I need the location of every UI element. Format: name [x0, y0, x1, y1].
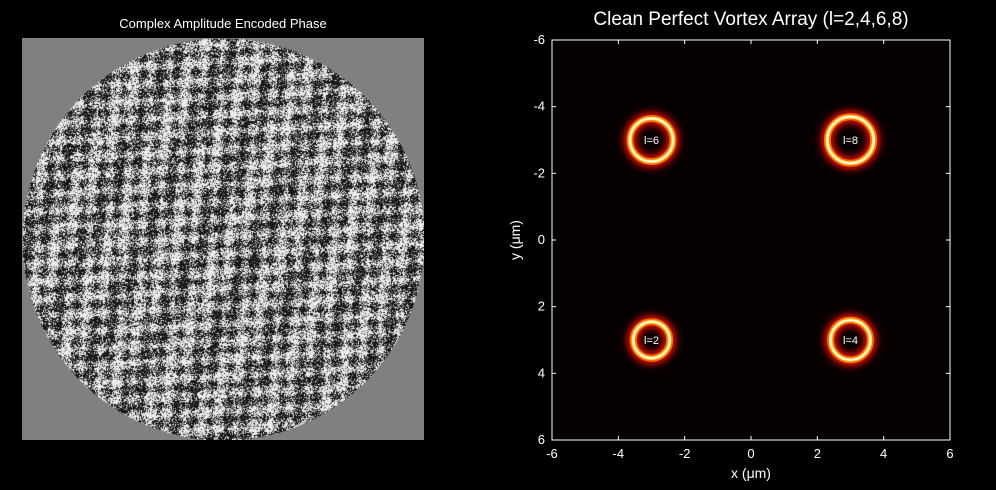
y-tick-label: -2: [533, 165, 545, 180]
phase-plot-title: Complex Amplitude Encoded Phase: [119, 16, 327, 31]
ring-label: l=8: [843, 135, 858, 147]
y-tick-label: -6: [533, 32, 545, 47]
x-tick-label: 2: [814, 446, 821, 461]
encoded-phase-image: [22, 38, 424, 440]
y-tick-label: 6: [538, 432, 545, 447]
phase-pattern-canvas: [22, 38, 424, 440]
ring-label: l=2: [644, 335, 659, 347]
vortex-ring-l4: l=4: [821, 311, 880, 369]
vortex-plot-title: Clean Perfect Vortex Array (l=2,4,6,8): [593, 9, 909, 30]
vortex-ring-l6: l=6: [620, 109, 683, 171]
plot-area: [552, 40, 950, 440]
x-tick-label: 4: [880, 446, 887, 461]
vortex-ring-l8: l=8: [818, 107, 883, 173]
y-tick-label: -4: [533, 99, 545, 114]
x-tick-label: -4: [613, 446, 625, 461]
y-tick-label: 0: [538, 232, 545, 247]
ring-label: l=4: [843, 335, 858, 347]
y-tick-label: 4: [538, 365, 545, 380]
y-tick-label: 2: [538, 299, 545, 314]
y-axis-label: y (μm): [507, 220, 523, 260]
x-tick-label: -2: [679, 446, 691, 461]
x-axis-label: x (μm): [731, 465, 771, 481]
x-tick-label: -6: [546, 446, 558, 461]
x-tick-label: 0: [747, 446, 754, 461]
x-tick-label: 6: [946, 446, 953, 461]
vortex-ring-l2: l=2: [624, 312, 679, 368]
ring-label: l=6: [644, 135, 659, 147]
